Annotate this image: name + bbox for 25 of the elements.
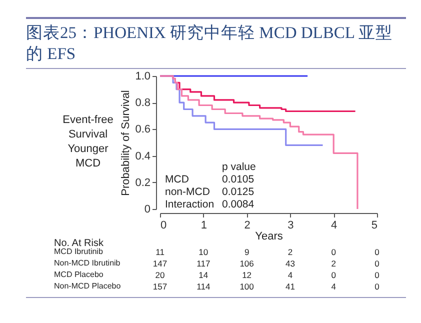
y-axis-title: Probability of Survival (120, 90, 132, 196)
y-tick-label: 0 (144, 204, 150, 216)
x-tick-label: 3 (288, 220, 294, 232)
x-tick-label: 5 (371, 220, 378, 232)
text: MCD 0.0105 (165, 174, 254, 186)
text: Non-MCD Placebo 157 114 100 41 4 0 (54, 282, 380, 292)
x-tick-label: 1 (200, 220, 207, 232)
chart-title: 图表25：PHOENIX 研究中年轻 MCD DLBCL 亚型的 EFS (26, 17, 406, 69)
x-axis-title: Years (255, 230, 284, 242)
annotation: non-MCD 0.0125 (165, 186, 254, 198)
x-tick-label: 4 (331, 220, 338, 232)
text: MCD Ibrutinib 11 10 9 2 0 0 (54, 247, 380, 257)
y-tick-label: 0.6 (135, 124, 150, 136)
x-tick-label: 2 (244, 220, 250, 232)
annotation: p value (222, 161, 256, 173)
text: Non-MCD Ibrutinib 147 117 106 43 2 0 (54, 258, 380, 268)
text: MCD Placebo 20 14 12 4 0 0 (54, 270, 380, 280)
y-tick-label: 0.2 (135, 176, 150, 189)
text: No. At Risk (54, 238, 104, 249)
y-tick-label: 0.4 (135, 150, 150, 162)
y-tick-label: 0.8 (135, 97, 150, 110)
y-tick-label: 1.0 (135, 70, 150, 82)
x-tick-label: 0 (160, 220, 167, 232)
text: Event-free Survival Younger MCD (62, 114, 114, 170)
annotation: Interaction 0.0084 (165, 198, 254, 210)
